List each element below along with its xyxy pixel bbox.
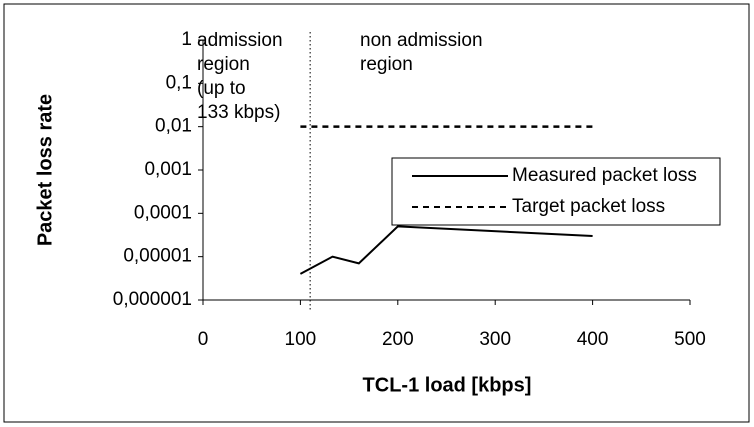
- annotation: 133 kbps): [197, 102, 280, 123]
- annotation: region: [360, 54, 413, 75]
- x-tick-label: 200: [382, 329, 414, 350]
- x-tick-label: 0: [198, 329, 209, 350]
- annotation: (up to: [197, 78, 246, 99]
- y-axis-title: Packet loss rate: [34, 94, 56, 246]
- y-tick-label: 0,000001: [113, 289, 192, 310]
- x-tick-label: 500: [674, 329, 706, 350]
- legend-box: [391, 157, 721, 226]
- y-tick-label: 0,001: [144, 159, 192, 180]
- y-tick-label: 0,1: [166, 72, 192, 93]
- x-tick-label: 300: [479, 329, 511, 350]
- x-tick-label: 400: [577, 329, 609, 350]
- y-tick-label: 0,00001: [123, 246, 192, 267]
- x-axis-title: TCL-1 load [kbps]: [363, 374, 532, 396]
- annotation: non admission: [360, 30, 483, 51]
- y-tick-label: 1: [181, 29, 192, 50]
- x-tick-label: 100: [285, 329, 317, 350]
- series-line: [299, 225, 593, 275]
- annotation: admission: [197, 30, 283, 51]
- y-tick-label: 0,01: [155, 116, 192, 137]
- legend-label: Measured packet loss: [512, 165, 697, 186]
- y-tick-label: 0,0001: [134, 202, 192, 223]
- legend-label: Target packet loss: [512, 196, 665, 217]
- annotation: region: [197, 54, 250, 75]
